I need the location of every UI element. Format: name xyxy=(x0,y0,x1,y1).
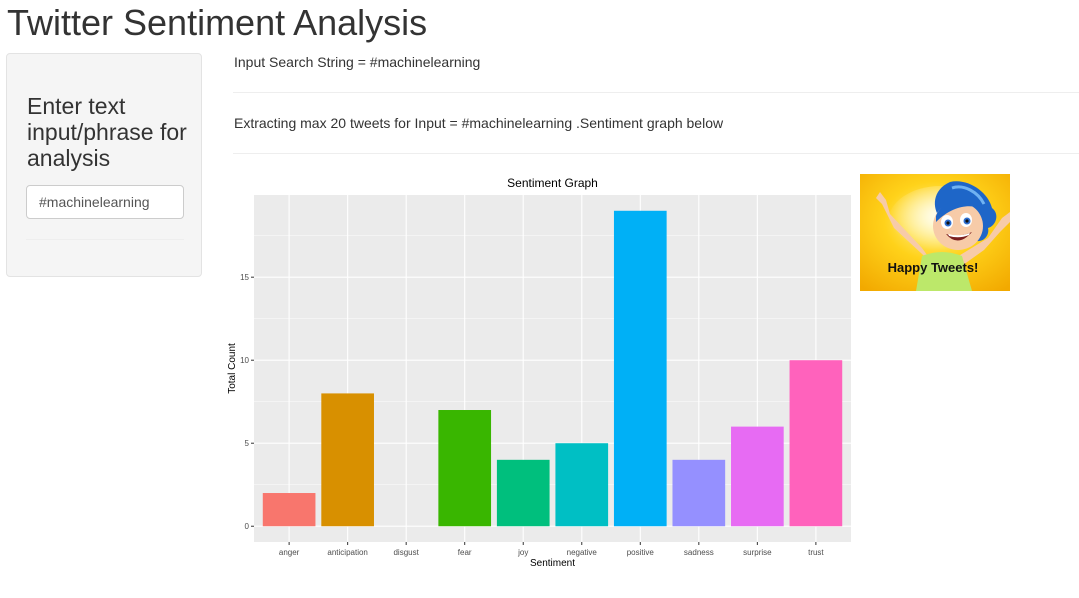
extracting-tweets-text: Extracting max 20 tweets for Input = #ma… xyxy=(234,115,724,131)
input-search-string-text: Input Search String = #machinelearning xyxy=(234,54,481,70)
bar-negative xyxy=(555,443,609,527)
sidebar-heading: Enter text input/phrase for analysis xyxy=(27,93,187,171)
joy-character-icon xyxy=(876,181,1010,291)
x-tick-label-joy: joy xyxy=(517,548,528,557)
y-axis-label: Total Count xyxy=(227,343,238,394)
app-title: Twitter Sentiment Analysis xyxy=(7,2,428,43)
x-tick-label-anger: anger xyxy=(279,548,300,557)
y-tick-label: 15 xyxy=(240,273,249,282)
x-tick-label-trust: trust xyxy=(808,548,824,557)
sentiment-chart: Sentiment Graph 0 5 10 15 anger anticipation di… xyxy=(227,176,851,569)
x-tick-label-anticipation: anticipation xyxy=(327,548,367,557)
bar-sadness xyxy=(672,459,726,527)
x-tick-label-sadness: sadness xyxy=(684,548,714,557)
divider-2 xyxy=(233,153,1079,154)
x-tick-label-negative: negative xyxy=(567,548,598,557)
bar-anger xyxy=(262,493,316,527)
bar-joy xyxy=(496,459,550,527)
bar-positive xyxy=(613,210,667,527)
happy-tweets-image: Happy Tweets! xyxy=(860,174,1010,291)
y-tick-label: 10 xyxy=(240,356,249,365)
bar-anticipation xyxy=(321,393,374,527)
divider-1 xyxy=(233,92,1079,93)
sidebar-panel: Enter text input/phrase for analysis xyxy=(6,53,202,277)
happy-tweets-caption: Happy Tweets! xyxy=(888,260,979,275)
chart-title: Sentiment Graph xyxy=(507,176,598,190)
y-tick-label: 0 xyxy=(245,522,250,531)
bar-fear xyxy=(438,410,492,527)
bar-surprise xyxy=(731,426,784,527)
x-tick-label-positive: positive xyxy=(627,548,655,557)
x-tick-label-disgust: disgust xyxy=(393,548,419,557)
sidebar-divider xyxy=(26,239,184,240)
bar-trust xyxy=(789,360,843,527)
x-tick-label-surprise: surprise xyxy=(743,548,772,557)
y-tick-label: 5 xyxy=(245,439,250,448)
x-tick-label-fear: fear xyxy=(458,548,472,557)
search-input[interactable] xyxy=(26,185,184,219)
x-axis-label: Sentiment xyxy=(530,558,575,569)
